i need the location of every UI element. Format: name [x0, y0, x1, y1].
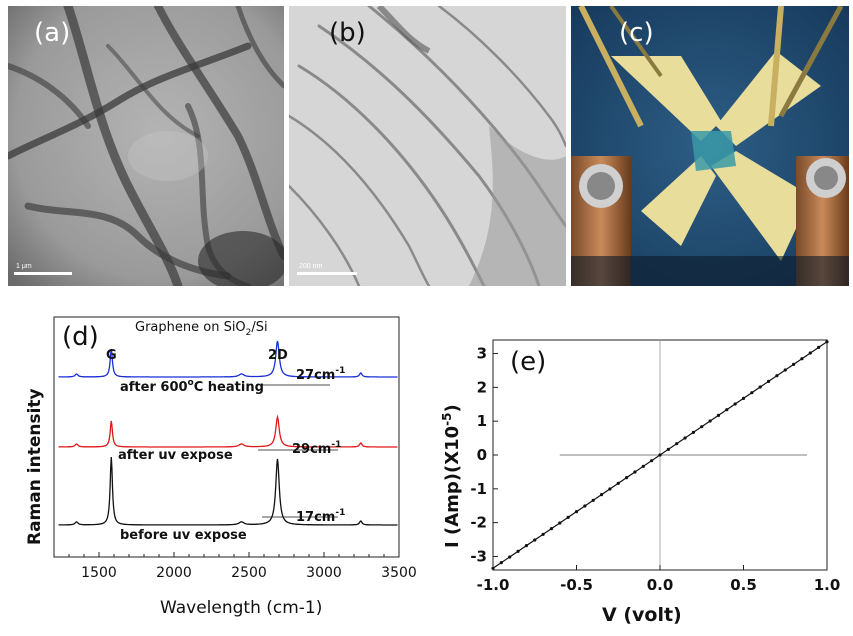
raman-x-tick-label: 1500: [81, 565, 117, 581]
iv-data-point: [691, 430, 695, 434]
iv-data-point: [599, 493, 604, 497]
raman-x-tick-label: 3500: [381, 565, 417, 581]
tem-image-a: [8, 6, 284, 286]
iv-data-point: [516, 549, 520, 553]
iv-data-point: [758, 385, 762, 389]
raman-curves: [58, 340, 398, 526]
series-label-black: before uv expose: [120, 528, 247, 543]
raman-title: Graphene on SiO2/Si: [135, 320, 268, 338]
raman-series-line: [58, 414, 398, 448]
iv-data-point: [574, 510, 579, 514]
raman-plot-frame: [53, 316, 400, 558]
scale-text-a: 1 μm: [16, 263, 32, 270]
iv-data-point: [641, 464, 645, 468]
scale-bar-b: [297, 272, 357, 275]
panel-c-device-photo: (c): [571, 6, 849, 286]
iv-data-point: [549, 527, 554, 531]
raman-x-tick-label: 2000: [156, 565, 192, 581]
panel-e-label: (e): [510, 347, 546, 377]
iv-data-point: [817, 345, 821, 349]
panel-a-label: (a): [34, 18, 71, 48]
iv-x-tick-label: -1.0: [477, 576, 510, 594]
raman-chart: (d) Graphene on SiO2/Si 1500 2000 2500 3000…: [25, 316, 417, 618]
iv-x-tick-label: 0.5: [730, 576, 757, 594]
iv-data-point: [650, 459, 654, 463]
iv-y-tick-label: 2: [477, 378, 487, 396]
iv-data-point: [725, 408, 729, 412]
scale-bar-a: [14, 272, 72, 275]
iv-data-point: [675, 442, 679, 446]
iv-data-point: [658, 453, 662, 457]
iv-data-point: [558, 521, 562, 525]
iv-x-axis-label: V (volt): [602, 604, 682, 626]
fwhm-label-red: 29cm-1: [292, 440, 341, 457]
peak-label-2d: 2D: [268, 348, 288, 363]
iv-y-tick-label: 0: [477, 446, 487, 464]
series-label-red: after uv expose: [118, 448, 233, 463]
iv-data-point: [541, 532, 545, 536]
iv-data-point: [633, 470, 637, 474]
iv-chart: -1.0 -0.5 0.0 0.5 1.0 -3 -2 -1 0 1 2 3 (e) V (volt…: [440, 339, 841, 626]
iv-data-point: [508, 555, 512, 559]
panel-d-label: (d): [62, 322, 99, 352]
raman-x-ticks: 1500 2000 2500 3000 3500: [53, 552, 417, 581]
iv-curve: [491, 340, 829, 570]
iv-data-point: [775, 374, 779, 378]
iv-data-point: [524, 544, 528, 548]
iv-zero-lines: [559, 340, 807, 570]
raman-x-tick-label: 2500: [231, 565, 267, 581]
iv-y-tick-label: -1: [470, 480, 487, 498]
iv-data-point: [716, 413, 721, 417]
iv-data-point: [808, 351, 812, 355]
iv-data-point: [533, 538, 537, 542]
iv-data-point: [800, 357, 804, 361]
iv-data-point: [625, 476, 629, 480]
iv-data-point: [616, 481, 620, 485]
iv-data-point: [591, 498, 595, 502]
peak-label-g: G: [106, 348, 117, 363]
panel-a-tem-image: (a) 1 μm: [8, 6, 284, 286]
iv-data-point: [608, 487, 612, 491]
tem-image-b: [289, 6, 566, 286]
raman-x-tick-label: 3000: [306, 565, 342, 581]
iv-x-tick-label: -0.5: [560, 576, 593, 594]
iv-x-ticks: -1.0 -0.5 0.0 0.5 1.0: [477, 565, 841, 594]
raman-series-line: [58, 340, 398, 378]
raman-x-axis-label: Wavelength (cm-1): [160, 598, 322, 618]
fwhm-label-black: 17cm-1: [296, 508, 345, 525]
iv-data-point: [700, 425, 704, 429]
device-photo: [571, 6, 849, 286]
fwhm-markers: [258, 384, 338, 518]
iv-data-point: [766, 379, 771, 383]
iv-y-ticks: -3 -2 -1 0 1 2 3: [470, 345, 498, 565]
iv-data-point: [666, 447, 670, 451]
iv-data-point: [683, 436, 687, 440]
iv-data-point: [499, 561, 503, 565]
iv-data-point: [825, 340, 829, 344]
raman-series-line: [58, 456, 398, 526]
panel-c-label: (c): [619, 18, 654, 48]
iv-y-tick-label: -3: [470, 547, 487, 565]
iv-y-tick-label: 1: [477, 412, 487, 430]
iv-x-tick-label: 0.0: [647, 576, 674, 594]
iv-y-tick-label: 3: [477, 345, 487, 363]
series-label-blue: after 600oC heating: [120, 378, 264, 395]
panel-b-label: (b): [329, 18, 366, 48]
iv-data-point: [750, 391, 754, 395]
iv-data-point: [733, 402, 737, 406]
iv-data-point: [566, 515, 570, 519]
iv-data-point: [783, 368, 787, 372]
iv-data-point: [708, 419, 712, 423]
iv-x-tick-label: 1.0: [814, 576, 841, 594]
scale-text-b: 200 nm: [299, 263, 323, 270]
iv-y-axis-label: I (Amp)(X10-5): [440, 404, 463, 548]
iv-y-tick-label: -2: [470, 514, 487, 532]
iv-data-point: [741, 396, 746, 400]
panel-b-tem-image: (b) 200 nm: [289, 6, 566, 286]
iv-data-point: [583, 504, 587, 508]
raman-y-axis-label: Raman intensity: [25, 388, 45, 545]
iv-data-point: [792, 362, 796, 366]
fwhm-label-blue: 27cm-1: [296, 366, 345, 383]
